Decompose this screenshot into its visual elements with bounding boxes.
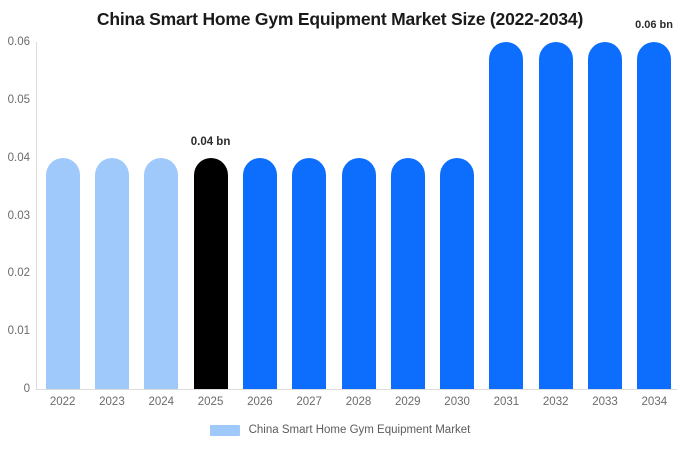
y-axis-tick-0: 0 xyxy=(23,383,30,395)
y-axis-tick-4: 0.04 xyxy=(7,151,30,164)
x-axis-tick-2031: 2031 xyxy=(493,396,520,408)
y-axis-tick-1: 0.01 xyxy=(7,325,30,338)
bar-2029[interactable] xyxy=(390,157,425,389)
corner-value-label: 0.06 bn xyxy=(635,19,673,31)
chart-title: China Smart Home Gym Equipment Market Si… xyxy=(96,9,584,29)
x-axis-tick-2028: 2028 xyxy=(345,396,372,408)
x-axis-tick-2024: 2024 xyxy=(148,396,175,408)
bar-2030[interactable] xyxy=(440,157,475,389)
y-axis-line xyxy=(36,42,37,389)
x-axis-tick-2027: 2027 xyxy=(296,396,322,408)
x-axis-tick-2023: 2023 xyxy=(99,396,125,408)
bar-2025[interactable] xyxy=(193,157,228,389)
bar-2027[interactable] xyxy=(292,157,327,389)
y-axis-tick-2: 0.02 xyxy=(7,267,30,280)
bar-2032[interactable] xyxy=(538,42,573,389)
y-axis-tick-6: 0.06 xyxy=(7,36,30,48)
bar-2023[interactable] xyxy=(94,157,129,389)
y-axis-tick-3: 0.03 xyxy=(7,209,30,222)
bar-2026[interactable] xyxy=(242,157,277,389)
y-axis-tick-5: 0.05 xyxy=(7,93,30,106)
x-axis-tick-2022: 2022 xyxy=(49,396,76,408)
x-axis-line xyxy=(36,389,677,390)
x-axis-tick-2034: 2034 xyxy=(641,396,668,408)
bar-2034[interactable] xyxy=(637,42,672,389)
bar-value-label-2025: 0.04 bn xyxy=(190,135,231,148)
bar-2024[interactable] xyxy=(144,157,179,389)
legend-item-label: China Smart Home Gym Equipment Market xyxy=(248,424,471,436)
legend-swatch-icon xyxy=(209,424,240,436)
x-axis-tick-2026: 2026 xyxy=(247,396,273,408)
bar-2028[interactable] xyxy=(341,157,376,389)
x-axis-tick-2025: 2025 xyxy=(197,396,224,408)
bar-2033[interactable] xyxy=(588,42,623,389)
x-axis-tick-2032: 2032 xyxy=(542,396,569,408)
bar-2022[interactable] xyxy=(45,157,80,389)
x-axis-tick-2030: 2030 xyxy=(444,396,470,408)
x-axis-tick-2033: 2033 xyxy=(592,396,618,408)
bar-2031[interactable] xyxy=(489,42,524,389)
x-axis-tick-2029: 2029 xyxy=(394,396,421,408)
chart-legend[interactable]: China Smart Home Gym Equipment Market xyxy=(0,424,680,436)
plot-area xyxy=(36,42,677,389)
